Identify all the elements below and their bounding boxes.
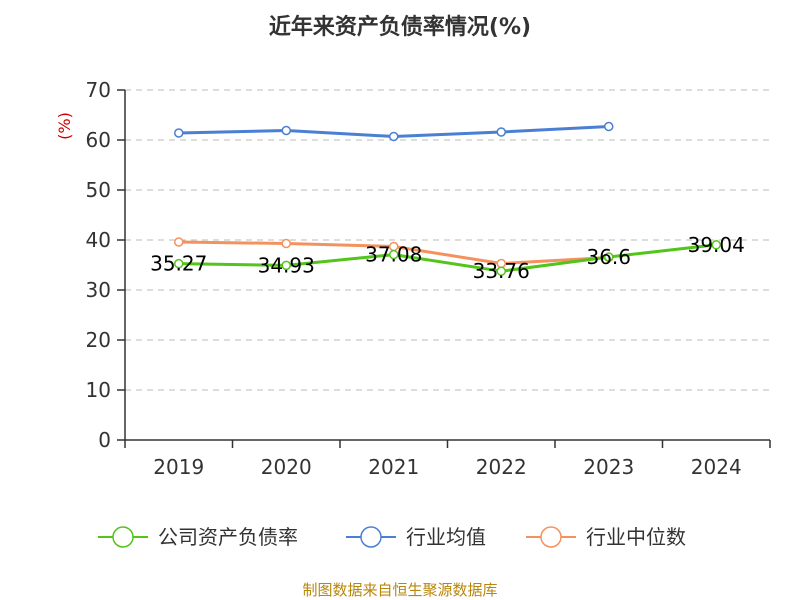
data-point bbox=[281, 125, 291, 136]
chart-title: 近年来资产负债率情况(%) bbox=[269, 14, 531, 40]
data-point bbox=[604, 121, 614, 132]
x-tick-label: 2020 bbox=[261, 455, 312, 479]
y-tick-label: 30 bbox=[86, 278, 111, 302]
legend-label: 行业均值 bbox=[406, 525, 486, 549]
legend-marker bbox=[360, 526, 382, 548]
data-point bbox=[496, 127, 506, 137]
data-point bbox=[174, 237, 184, 247]
y-tick-label: 70 bbox=[86, 78, 111, 102]
data-point bbox=[389, 249, 399, 260]
grid bbox=[125, 89, 770, 391]
legend-item[interactable]: 公司资产负债率 bbox=[98, 525, 298, 549]
data-point bbox=[711, 240, 721, 250]
y-tick-label: 50 bbox=[86, 178, 111, 202]
axes: 0 10 20 30 40 50 60 70 2019 2020 2021 2022 2023 2024 bbox=[86, 78, 771, 479]
data-point bbox=[281, 238, 291, 249]
y-tick-label: 10 bbox=[86, 378, 111, 402]
data-label: 33.76 bbox=[473, 259, 530, 283]
y-axis-unit: (%) bbox=[55, 112, 74, 140]
data-point bbox=[174, 258, 184, 269]
x-tick-label: 2021 bbox=[368, 455, 419, 479]
data-point bbox=[174, 128, 184, 138]
data-label: 36.6 bbox=[586, 245, 631, 269]
data-point bbox=[496, 266, 506, 276]
series-layer bbox=[174, 121, 721, 276]
data-label: 34.93 bbox=[258, 253, 315, 277]
legend-label: 公司资产负债率 bbox=[158, 525, 298, 549]
y-tick-label: 20 bbox=[86, 328, 111, 352]
series-line bbox=[178, 243, 717, 273]
data-label: 37.08 bbox=[365, 243, 422, 267]
x-tick-label: 2023 bbox=[583, 455, 634, 479]
y-tick-label: 40 bbox=[86, 228, 111, 252]
y-tick-label: 0 bbox=[98, 428, 111, 452]
legend-item[interactable]: 行业中位数 bbox=[526, 525, 686, 549]
data-labels: 35.27 34.93 37.08 33.76 36.6 39.04 bbox=[150, 233, 745, 283]
source-note: 制图数据来自恒生聚源数据库 bbox=[302, 581, 497, 599]
x-tick-label: 2024 bbox=[691, 455, 742, 479]
y-tick-label: 60 bbox=[86, 128, 111, 152]
legend: 公司资产负债率 行业均值 行业中位数 bbox=[98, 525, 686, 549]
data-point bbox=[389, 131, 399, 142]
x-tick-label: 2022 bbox=[476, 455, 527, 479]
x-tick-label: 2019 bbox=[153, 455, 204, 479]
legend-label: 行业中位数 bbox=[586, 525, 686, 549]
legend-item[interactable]: 行业均值 bbox=[346, 525, 486, 549]
legend-marker bbox=[112, 526, 134, 548]
data-label: 39.04 bbox=[688, 233, 745, 257]
data-point bbox=[604, 252, 614, 262]
data-label: 35.27 bbox=[150, 252, 207, 276]
legend-marker bbox=[540, 526, 562, 548]
data-point bbox=[281, 260, 291, 271]
